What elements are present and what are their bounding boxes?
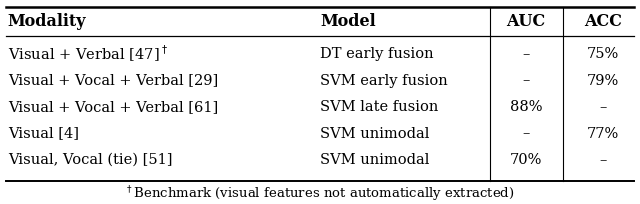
Text: –: –	[522, 47, 530, 61]
Text: –: –	[522, 74, 530, 88]
Text: 88%: 88%	[510, 100, 542, 114]
Text: Visual, Vocal (tie) [51]: Visual, Vocal (tie) [51]	[8, 153, 172, 167]
Text: DT early fusion: DT early fusion	[320, 47, 434, 61]
Text: Visual + Verbal [47]$^\dagger$: Visual + Verbal [47]$^\dagger$	[8, 44, 168, 64]
Text: 79%: 79%	[587, 74, 619, 88]
Text: SVM unimodal: SVM unimodal	[320, 127, 429, 141]
Text: Visual + Vocal + Verbal [61]: Visual + Vocal + Verbal [61]	[8, 100, 218, 114]
Text: –: –	[522, 127, 530, 141]
Text: 75%: 75%	[587, 47, 619, 61]
Text: SVM unimodal: SVM unimodal	[320, 153, 429, 167]
Text: –: –	[599, 100, 607, 114]
Text: SVM early fusion: SVM early fusion	[320, 74, 448, 88]
Text: Modality: Modality	[8, 13, 86, 30]
Text: 70%: 70%	[510, 153, 542, 167]
Text: ACC: ACC	[584, 13, 622, 30]
Text: –: –	[599, 153, 607, 167]
Text: $^\dagger$Benchmark (visual features not automatically extracted): $^\dagger$Benchmark (visual features not…	[125, 184, 515, 204]
Text: Model: Model	[320, 13, 376, 30]
Text: Visual + Vocal + Verbal [29]: Visual + Vocal + Verbal [29]	[8, 74, 218, 88]
Text: AUC: AUC	[506, 13, 546, 30]
Text: 77%: 77%	[587, 127, 619, 141]
Text: Visual [4]: Visual [4]	[8, 127, 79, 141]
Text: SVM late fusion: SVM late fusion	[320, 100, 438, 114]
